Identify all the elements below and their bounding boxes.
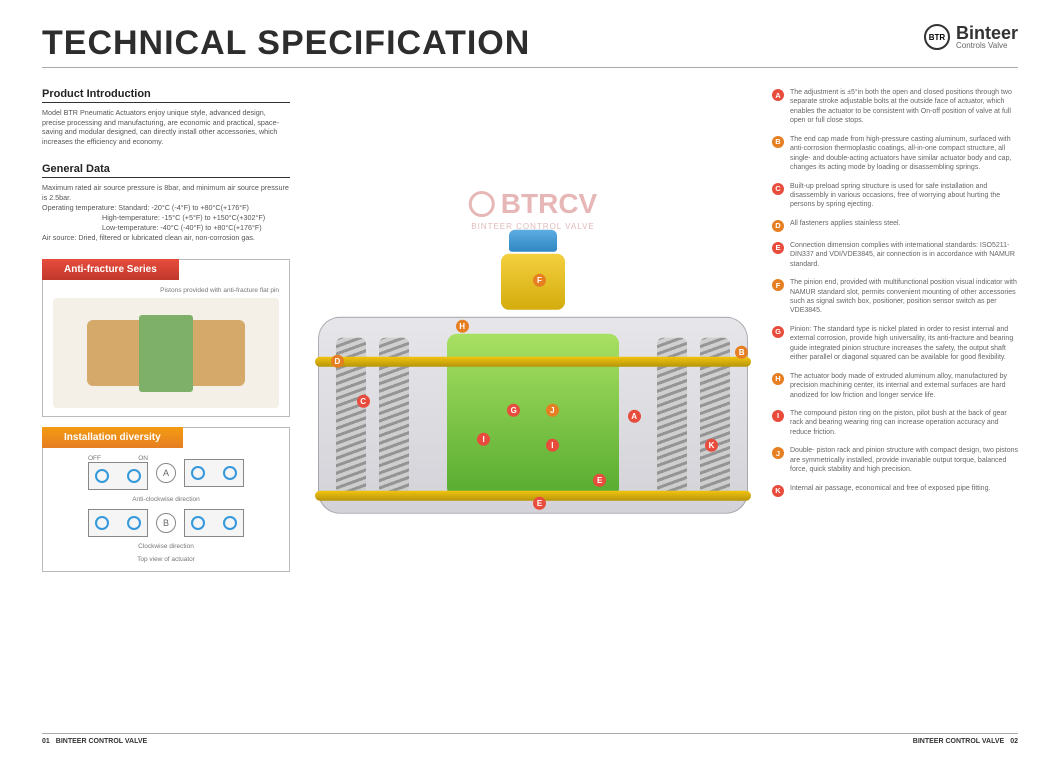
watermark: BTRCV BINTEER CONTROL VALVE [469, 188, 597, 231]
center-column: BTRCV BINTEER CONTROL VALVE [300, 88, 766, 708]
brand-name: Binteer [956, 24, 1018, 42]
brand-logo-icon: BTR [924, 24, 950, 50]
intro-heading: Product Introduction [42, 88, 290, 103]
installation-grid: OFF ON A Anti-clockwise direction B [53, 455, 279, 563]
feature-badge-icon: C [772, 183, 784, 195]
callout-marker-icon: K [705, 439, 718, 452]
watermark-sub: BINTEER CONTROL VALVE [469, 222, 597, 231]
header: TECHNICAL SPECIFICATION BTR Binteer Cont… [42, 24, 1018, 68]
watermark-logo-icon: BTRCV [469, 188, 597, 220]
feature-badge-icon: G [772, 326, 784, 338]
feature-item: G Pinion: The standard type is nickel pla… [772, 325, 1018, 363]
footer-right-text: BINTEER CONTROL VALVE [913, 738, 1004, 745]
anti-fracture-card: Anti-fracture Series Pistons provided wi… [42, 259, 290, 417]
feature-item: B The end cap made from high-pressure cas… [772, 135, 1018, 173]
page-number-left: 01 [42, 738, 50, 745]
actuator-top-icon [88, 509, 148, 537]
feature-item: C Built-up preload spring structure is us… [772, 182, 1018, 210]
on-label: ON [138, 455, 148, 462]
callout-marker-icon: A [628, 410, 641, 423]
actuator-cutaway-icon [53, 298, 279, 408]
feature-item: D All fasteners applies stainless steel. [772, 219, 1018, 232]
page-number-right: 02 [1010, 738, 1018, 745]
watermark-main: BTRCV [501, 188, 597, 220]
feature-text: The end cap made from high-pressure cast… [790, 135, 1018, 173]
anti-fracture-body: Pistons provided with anti-fracture flat… [43, 281, 289, 416]
feature-badge-icon: A [772, 89, 784, 101]
feature-item: J Double- piston rack and pinion structur… [772, 446, 1018, 474]
feature-text: The adjustment is ±5°in both the open an… [790, 88, 1018, 126]
callout-marker-icon: F [533, 273, 546, 286]
anti-fracture-tab: Anti-fracture Series [42, 259, 179, 280]
brand-text: Binteer Controls Valve [956, 24, 1018, 50]
feature-badge-icon: B [772, 136, 784, 148]
feature-badge-icon: I [772, 410, 784, 422]
feature-text: Internal air passage, economical and fre… [790, 484, 1018, 497]
brand-block: BTR Binteer Controls Valve [924, 24, 1018, 50]
feature-badge-icon: D [772, 220, 784, 232]
feature-text: The pinion end, provided with multifunct… [790, 278, 1018, 316]
right-column: A The adjustment is ±5°in both the open a… [766, 88, 1018, 708]
general-line: Low-temperature: -40°C (-40°F) to +80°C(… [42, 223, 290, 233]
cw-label: Clockwise direction [53, 543, 279, 550]
feature-badge-icon: J [772, 447, 784, 459]
actuator-top-icon [184, 509, 244, 537]
general-line: Air source: Dried, filtered or lubricate… [42, 233, 290, 243]
rotation-arrow-icon: A [156, 463, 176, 483]
feature-item: K Internal air passage, economical and fr… [772, 484, 1018, 497]
general-line: Operating temperature: Standard: -20°C (… [42, 203, 290, 213]
callout-marker-icon: B [735, 346, 748, 359]
anti-fracture-desc: Pistons provided with anti-fracture flat… [53, 287, 279, 294]
feature-text: Built-up preload spring structure is use… [790, 182, 1018, 210]
installation-tab: Installation diversity [42, 427, 183, 448]
feature-text: Connection dimension complies with inter… [790, 241, 1018, 269]
callout-marker-icon: E [593, 473, 606, 486]
feature-badge-icon: H [772, 373, 784, 385]
installation-card: Installation diversity OFF ON A Anti-cloc… [42, 427, 290, 572]
callout-marker-icon: I [477, 433, 490, 446]
intro-body: Model BTR Pneumatic Actuators enjoy uniq… [42, 108, 290, 147]
content: Product Introduction Model BTR Pneumatic… [42, 88, 1018, 708]
rotation-arrow-icon: B [156, 513, 176, 533]
general-body: Maximum rated air source pressure is 8ba… [42, 183, 290, 243]
general-line: Maximum rated air source pressure is 8ba… [42, 183, 290, 203]
feature-item: E Connection dimension complies with inte… [772, 241, 1018, 269]
page-title: TECHNICAL SPECIFICATION [42, 24, 530, 63]
feature-text: The compound piston ring on the piston, … [790, 409, 1018, 437]
callout-marker-icon: I [546, 439, 559, 452]
feature-item: F The pinion end, provided with multifunc… [772, 278, 1018, 316]
footer-right: BINTEER CONTROL VALVE 02 [913, 738, 1018, 745]
feature-text: The actuator body made of extruded alumi… [790, 372, 1018, 400]
brand-subtitle: Controls Valve [956, 42, 1018, 50]
acw-label: Anti-clockwise direction [53, 496, 279, 503]
general-heading: General Data [42, 163, 290, 178]
feature-item: A The adjustment is ±5°in both the open a… [772, 88, 1018, 126]
left-column: Product Introduction Model BTR Pneumatic… [42, 88, 290, 708]
actuator-render-icon: FHDBCGJAIIEKE [318, 259, 748, 549]
callout-marker-icon: J [546, 404, 559, 417]
page: TECHNICAL SPECIFICATION BTR Binteer Cont… [0, 0, 1060, 761]
callout-marker-icon: E [533, 497, 546, 510]
callout-marker-icon: C [357, 395, 370, 408]
callout-marker-icon: H [456, 320, 469, 333]
actuator-top-icon [88, 462, 148, 490]
feature-badge-icon: E [772, 242, 784, 254]
actuator-top-icon [184, 459, 244, 487]
off-label: OFF [88, 455, 101, 462]
feature-item: I The compound piston ring on the piston,… [772, 409, 1018, 437]
feature-text: All fasteners applies stainless steel. [790, 219, 1018, 232]
footer: 01 BINTEER CONTROL VALVE BINTEER CONTROL… [42, 733, 1018, 745]
feature-badge-icon: F [772, 279, 784, 291]
topview-label: Top view of actuator [53, 556, 279, 563]
callout-marker-icon: D [331, 354, 344, 367]
feature-badge-icon: K [772, 485, 784, 497]
footer-left: 01 BINTEER CONTROL VALVE [42, 738, 147, 745]
general-line: High-temperature: -15°C (+5°F) to +150°C… [42, 213, 290, 223]
feature-item: H The actuator body made of extruded alum… [772, 372, 1018, 400]
feature-text: Pinion: The standard type is nickel plat… [790, 325, 1018, 363]
installation-body: OFF ON A Anti-clockwise direction B [43, 449, 289, 571]
feature-text: Double- piston rack and pinion structure… [790, 446, 1018, 474]
footer-left-text: BINTEER CONTROL VALVE [56, 738, 147, 745]
